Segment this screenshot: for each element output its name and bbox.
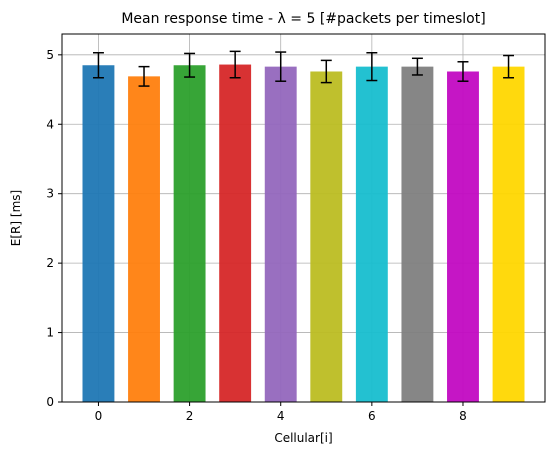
y-tick-label: 5 bbox=[46, 48, 54, 62]
bar-4 bbox=[264, 66, 297, 402]
y-axis-ticks: 0 1 2 3 4 5 bbox=[46, 48, 62, 409]
bar-9 bbox=[492, 66, 525, 402]
bar-0 bbox=[82, 65, 115, 402]
chart-title: Mean response time - λ = 5 [#packets per… bbox=[121, 11, 485, 27]
bars bbox=[82, 64, 525, 403]
x-axis-ticks: 0 2 4 6 8 bbox=[95, 402, 467, 423]
x-tick-label: 0 bbox=[95, 409, 103, 423]
bar-2 bbox=[173, 65, 206, 402]
y-tick-label: 4 bbox=[46, 117, 54, 131]
bar-3 bbox=[219, 64, 252, 403]
error-bars bbox=[92, 50, 515, 87]
bar-7 bbox=[401, 66, 434, 402]
x-tick-label: 6 bbox=[368, 409, 376, 423]
y-tick-label: 3 bbox=[46, 187, 54, 201]
y-tick-label: 1 bbox=[46, 326, 54, 340]
y-tick-label: 0 bbox=[46, 395, 54, 409]
y-tick-label: 2 bbox=[46, 256, 54, 270]
plot-frame bbox=[61, 33, 546, 403]
bar-5 bbox=[310, 71, 343, 403]
x-axis-label: Cellular[i] bbox=[274, 431, 332, 445]
bar-1 bbox=[128, 76, 160, 403]
x-tick-label: 8 bbox=[459, 409, 467, 423]
bar-8 bbox=[447, 71, 479, 403]
y-axis-label: E[R] [ms] bbox=[9, 190, 23, 246]
bar-6 bbox=[355, 66, 388, 402]
x-tick-label: 4 bbox=[277, 409, 285, 423]
x-tick-label: 2 bbox=[186, 409, 194, 423]
